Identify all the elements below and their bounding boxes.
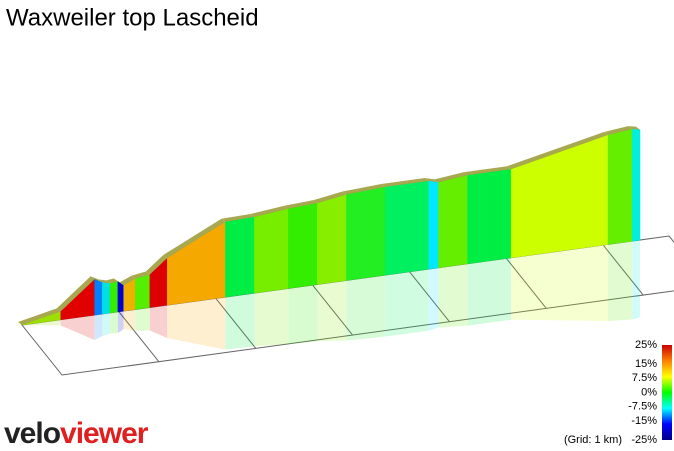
segment-top [163,218,226,258]
segment-reflection [346,275,386,341]
segment-reflection [254,288,289,347]
segment-top [313,191,347,204]
grid-line [505,258,547,309]
segment-top [119,275,136,286]
segment-reflection [110,311,118,334]
segment [384,180,430,276]
legend-label: -25% [631,434,657,446]
grid-line [409,271,450,323]
segment-top [145,254,168,275]
legend-label: 15% [635,358,657,370]
segment [510,134,609,259]
segment [117,281,124,313]
chart-title: Waxweiler top Lascheid [6,4,259,31]
segment [428,180,439,270]
logo-part: velo [4,417,61,450]
reflection [22,240,640,350]
segment [109,281,119,314]
segment-reflection [467,257,512,326]
segment-top [463,166,512,176]
segment [167,221,226,306]
segment [135,274,151,310]
segment [607,128,633,245]
segment-reflection [135,307,150,331]
segment [632,128,641,242]
segment-reflection [94,313,103,341]
segment-reflection [288,284,318,345]
segment-top [98,279,111,284]
segment [94,278,103,316]
segment-reflection [60,315,95,341]
segment [225,216,255,298]
segment-top [221,214,255,222]
segment-top [628,126,640,130]
logo-part: viewer [60,417,149,450]
segment [438,174,468,268]
segment-reflection [123,309,136,331]
segment-top [18,308,61,325]
segment-reflection [117,311,124,334]
segment-top [113,278,124,286]
segment-top [131,271,150,279]
segment-reflection [428,267,439,331]
segment-top [250,205,289,218]
segment-top [90,276,103,283]
legend-label: 25% [635,339,657,351]
segment-top [106,278,118,284]
segment-reflection [225,293,255,350]
segment [60,278,95,320]
segment [467,168,512,265]
legend-bar [662,345,672,440]
segment [254,208,289,294]
segment-reflection [167,297,226,350]
segment-top [56,276,95,312]
grid-line [602,244,644,296]
segment-top [434,172,468,183]
logo: veloviewer [4,417,149,450]
grid-line [312,284,353,336]
segment-reflection [438,263,468,328]
segment-top [342,184,386,195]
grid-line [118,311,160,362]
segment-reflection [317,280,347,342]
segment-reflection [102,312,111,337]
grid-line [215,298,257,349]
segment [288,202,318,289]
segment-reflection [632,240,640,320]
segment-top [424,178,439,183]
segment-top [284,200,318,209]
legend-note: (Grid: 1 km) [564,434,622,446]
segment-top [381,178,429,188]
segment-top [604,126,633,136]
segment-reflection [608,241,633,321]
legend-label: 0% [641,386,657,398]
legend-label: 7.5% [632,372,657,384]
segment [317,194,347,285]
segment-reflection [511,244,609,321]
segment [102,282,111,315]
segment-reflection [149,305,168,338]
legend-label: -7.5% [628,401,657,413]
segment-top [507,132,609,170]
legend-label: -15% [631,415,657,427]
segment [346,186,386,281]
segment-reflection [385,269,429,337]
